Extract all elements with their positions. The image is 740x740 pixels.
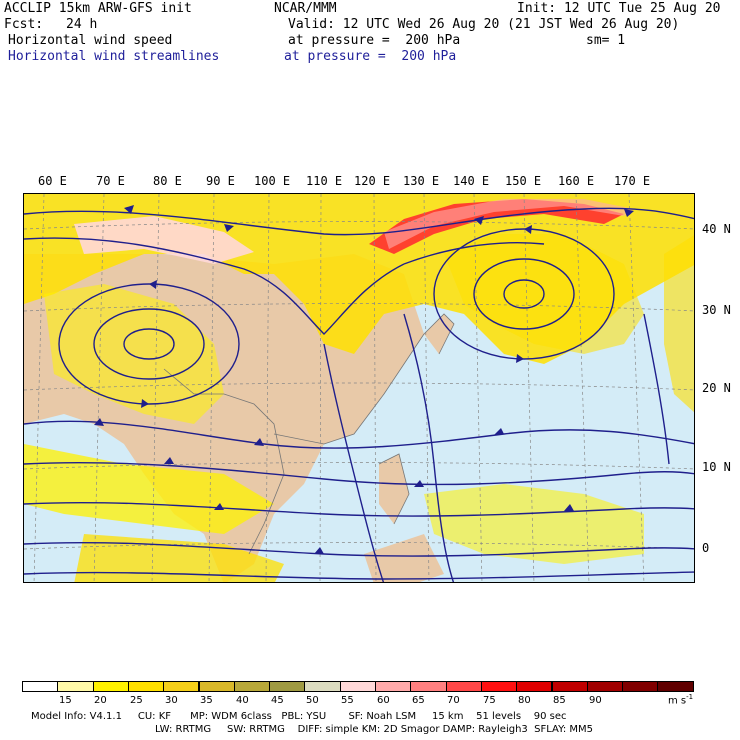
colorbar-swatch (304, 681, 341, 692)
lon-label-120e: 120 E (354, 174, 391, 188)
colorbar-swatch (127, 681, 165, 692)
colorbar-swatch (375, 681, 412, 692)
lon-label-110e: 110 E (306, 174, 343, 188)
lat-label-10n: 10 N (702, 460, 731, 474)
colorbar-tick: 55 (341, 695, 354, 706)
colorbar-tick: 30 (165, 695, 178, 706)
land-philippines (379, 454, 409, 524)
lat-label-0: 0 (702, 541, 710, 555)
lon-label-100e: 100 E (254, 174, 291, 188)
colorbar-swatch (269, 681, 306, 692)
colorbar-unit-base: m s (668, 695, 687, 707)
colorbar-tick: 20 (94, 695, 107, 706)
latlon-grid (24, 194, 694, 582)
colorbar-tick: 65 (412, 695, 425, 706)
valid-time: Valid: 12 UTC Wed 26 Aug 20 (21 JST Wed … (288, 17, 680, 32)
field-wind-speed-level: at pressure = 200 hPa (288, 33, 461, 48)
forecast-label: Fcst: (4, 17, 44, 32)
physics-info-line: LW: RRTMG SW: RRTMG DIFF: simple KM: 2D … (155, 724, 594, 735)
colorbar-tick: 60 (377, 695, 390, 706)
colorbar-swatch (445, 681, 482, 692)
lon-label-70e: 70 E (96, 174, 125, 188)
colorbar-tick: 35 (200, 695, 213, 706)
lat-label-40n: 40 N (702, 222, 731, 236)
colorbar-swatch (480, 681, 518, 692)
colorbar-tick: 25 (130, 695, 143, 706)
lon-label-170e: 170 E (614, 174, 651, 188)
model-info-line: Model Info: V4.1.1 CU: KF MP: WDM 6class… (31, 711, 567, 722)
colorbar-tick: 15 (59, 695, 72, 706)
colorbar-unit-exponent: -1 (686, 693, 694, 701)
lon-label-140e: 140 E (453, 174, 490, 188)
colorbar-swatch (198, 681, 235, 692)
colorbar-tick: 75 (483, 695, 496, 706)
lon-label-90e: 90 E (206, 174, 235, 188)
colorbar-tick: 80 (518, 695, 531, 706)
colorbar-swatch (551, 681, 588, 692)
forecast-hour: 24 h (66, 17, 98, 32)
colorbar-tick: 50 (306, 695, 319, 706)
jet-core-pink (384, 199, 634, 249)
lat-label-20n: 20 N (702, 381, 731, 395)
colorbar-swatch (622, 681, 659, 692)
colorbar-swatch (339, 681, 376, 692)
smoothing-label: sm= 1 (586, 33, 626, 48)
wind-band-pink (74, 216, 254, 264)
lon-label-80e: 80 E (153, 174, 182, 188)
east-band-yellow (424, 484, 644, 564)
field-streamlines: Horizontal wind streamlines (8, 49, 220, 64)
streamlines (24, 207, 694, 582)
init-time: Init: 12 UTC Tue 25 Aug 20 (517, 1, 721, 16)
lon-label-60e: 60 E (38, 174, 67, 188)
org-label: NCAR/MMM (274, 1, 337, 16)
colorbar-tick: 90 (589, 695, 602, 706)
lat-label-30n: 30 N (702, 303, 731, 317)
lon-label-160e: 160 E (558, 174, 595, 188)
colorbar-swatch (657, 681, 694, 692)
colorbar (22, 681, 695, 693)
field-wind-speed: Horizontal wind speed (8, 33, 173, 48)
lon-label-150e: 150 E (505, 174, 542, 188)
colorbar-swatch (57, 681, 94, 692)
equator-band-yellow (74, 534, 284, 582)
colorbar-swatch (22, 681, 59, 692)
colorbar-swatch (410, 681, 447, 692)
model-title: ACCLIP 15km ARW-GFS init (4, 1, 192, 16)
colorbar-tick: 70 (447, 695, 460, 706)
colorbar-swatch (92, 681, 129, 692)
colorbar-swatch (233, 681, 271, 692)
land-borneo (364, 534, 444, 582)
colorbar-tick: 85 (553, 695, 566, 706)
colorbar-unit: m s-1 (668, 693, 693, 706)
colorbar-swatch (516, 681, 553, 692)
streamline-arrows (94, 205, 634, 554)
colorbar-tick: 45 (271, 695, 284, 706)
east-edge-yellow (664, 235, 694, 413)
colorbar-swatch (163, 681, 200, 692)
wind-map (23, 193, 695, 583)
colorbar-tick: 40 (236, 695, 249, 706)
field-streamlines-level: at pressure = 200 hPa (284, 49, 457, 64)
lon-label-130e: 130 E (403, 174, 440, 188)
land-japan (424, 314, 454, 354)
colorbar-swatch (586, 681, 624, 692)
